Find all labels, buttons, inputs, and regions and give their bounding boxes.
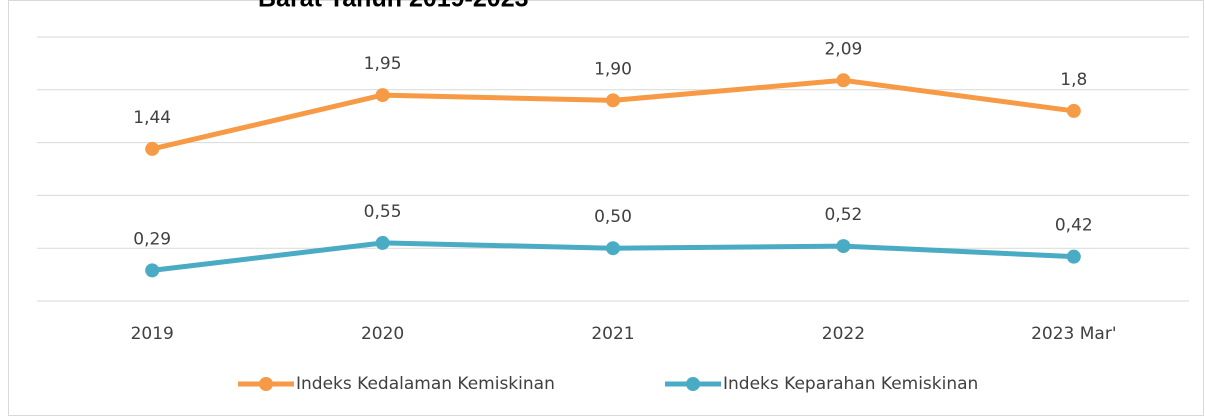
- data-label: 1,95: [364, 54, 402, 74]
- data-point: [1066, 103, 1081, 118]
- data-point: [375, 88, 390, 103]
- x-tick-label: 2022: [822, 324, 865, 344]
- chart-title: Barat Tahun 2019-2023: [258, 0, 529, 13]
- data-label: 1,44: [133, 108, 171, 128]
- data-label: 1,8: [1060, 70, 1087, 90]
- data-point: [145, 263, 160, 278]
- x-tick-label: 2023 Mar': [1031, 324, 1116, 344]
- legend-label: Indeks Keparahan Kemiskinan: [723, 374, 978, 394]
- x-tick-label: 2020: [361, 324, 404, 344]
- x-tick-label: 2019: [131, 324, 174, 344]
- data-point: [836, 73, 851, 88]
- data-point: [375, 235, 390, 250]
- data-point: [606, 93, 620, 108]
- data-label: 1,90: [594, 59, 632, 79]
- legend-marker: [259, 377, 273, 391]
- legend-marker: [686, 377, 700, 391]
- data-label: 0,52: [824, 205, 862, 225]
- data-label: 2,09: [824, 39, 862, 59]
- legend-label: Indeks Kedalaman Kemiskinan: [296, 374, 555, 394]
- data-label: 0,42: [1055, 216, 1093, 236]
- data-label: 0,50: [594, 207, 632, 227]
- x-tick-label: 2021: [591, 324, 634, 344]
- data-label: 0,29: [133, 229, 171, 249]
- data-point: [1066, 249, 1081, 264]
- data-point: [145, 141, 160, 156]
- data-label: 0,55: [364, 202, 402, 222]
- data-point: [836, 239, 851, 254]
- data-point: [606, 241, 620, 256]
- series-line: [151, 77, 1075, 152]
